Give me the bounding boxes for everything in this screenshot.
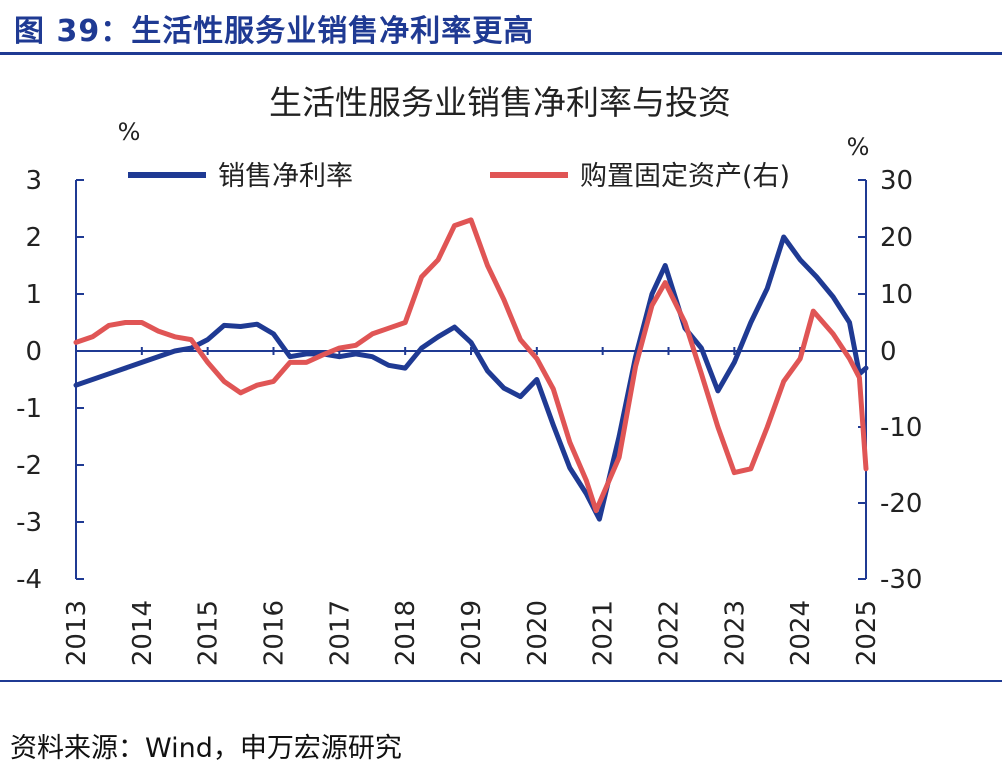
series-line-net-margin (73, 234, 869, 522)
left-tick-label: 2 (25, 223, 42, 253)
x-tick-label: 2022 (655, 600, 685, 666)
x-tick-label: 2015 (194, 600, 224, 666)
x-tick-label: 2025 (852, 600, 882, 666)
title-rule (0, 52, 1002, 55)
right-tick-label: -10 (880, 413, 922, 443)
series-group (73, 217, 869, 522)
legend-label: 购置固定资产(右) (580, 161, 790, 192)
x-tick-label: 2023 (720, 600, 750, 666)
x-tick-label: 2016 (260, 600, 290, 666)
left-tick-label: -2 (16, 451, 42, 481)
legend-label: 销售净利率 (218, 161, 353, 192)
x-tick-label: 2021 (589, 600, 619, 666)
x-tick-label: 2017 (325, 600, 355, 666)
series-line-fixed-assets (73, 217, 869, 514)
left-axis-unit: % (118, 118, 141, 146)
figure-title: 图 39：生活性服务业销售净利率更高 (14, 14, 535, 49)
source-rule (0, 680, 1002, 682)
left-tick-label: -4 (16, 565, 42, 595)
x-tick-label: 2020 (523, 600, 553, 666)
right-tick-label: -20 (880, 489, 922, 519)
legend: 销售净利率 购置固定资产(右) (128, 161, 790, 192)
x-tick-label: 2014 (128, 600, 158, 666)
left-tick-label: 1 (25, 280, 42, 310)
x-tick-label: 2024 (786, 600, 816, 666)
chart-title: 生活性服务业销售净利率与投资 (269, 83, 731, 122)
right-tick-label: -30 (880, 565, 922, 595)
right-axis-unit: % (847, 133, 870, 161)
right-tick-label: 20 (880, 223, 913, 253)
left-tick-label: 0 (25, 337, 42, 367)
x-tick-label: 2018 (391, 600, 421, 666)
right-tick-label: 10 (880, 280, 913, 310)
source-note: 资料来源：Wind，申万宏源研究 (10, 733, 402, 764)
x-tick-label: 2019 (457, 600, 487, 666)
left-tick-label: -1 (16, 394, 42, 424)
left-tick-label: -3 (16, 508, 42, 538)
right-tick-label: 0 (880, 337, 897, 367)
left-tick-label: 3 (25, 166, 42, 196)
x-tick-label: 2013 (62, 600, 92, 666)
right-tick-label: 30 (880, 166, 913, 196)
